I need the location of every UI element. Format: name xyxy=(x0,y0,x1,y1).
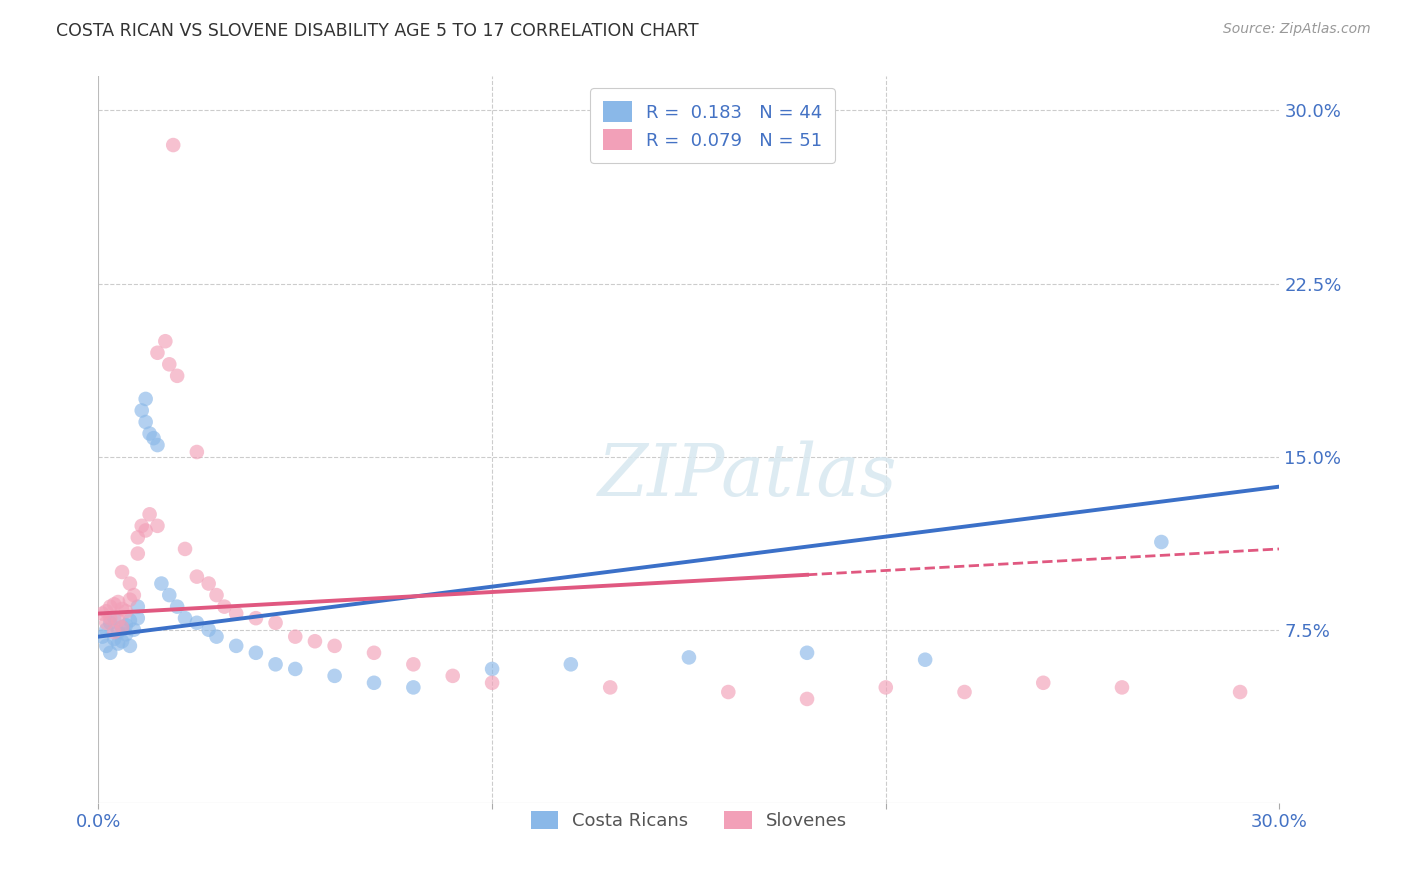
Point xyxy=(166,599,188,614)
Point xyxy=(115,627,138,641)
Point xyxy=(402,657,425,672)
Point xyxy=(304,634,326,648)
Point xyxy=(264,657,287,672)
Point xyxy=(118,614,141,628)
Point xyxy=(205,588,228,602)
Point xyxy=(98,646,121,660)
Point xyxy=(96,639,118,653)
Point xyxy=(96,615,118,630)
Point xyxy=(162,138,184,153)
Point xyxy=(197,623,219,637)
Point xyxy=(323,669,346,683)
Text: COSTA RICAN VS SLOVENE DISABILITY AGE 5 TO 17 CORRELATION CHART: COSTA RICAN VS SLOVENE DISABILITY AGE 5 … xyxy=(56,22,699,40)
Point xyxy=(174,611,197,625)
Point xyxy=(111,620,134,634)
Point xyxy=(103,597,125,611)
Point xyxy=(157,588,180,602)
Point xyxy=(111,634,134,648)
Point xyxy=(107,614,129,628)
Point xyxy=(107,636,129,650)
Point xyxy=(135,415,157,429)
Point xyxy=(225,607,247,621)
Point xyxy=(245,646,267,660)
Point xyxy=(953,685,976,699)
Point xyxy=(214,599,236,614)
Point xyxy=(402,681,425,695)
Point xyxy=(186,615,208,630)
Point xyxy=(481,662,503,676)
Point xyxy=(138,508,160,522)
Point xyxy=(150,576,173,591)
Point xyxy=(115,618,138,632)
Point xyxy=(1032,675,1054,690)
Point xyxy=(560,657,582,672)
Point xyxy=(796,646,818,660)
Point xyxy=(1111,681,1133,695)
Point xyxy=(174,541,197,556)
Point xyxy=(118,576,141,591)
Point xyxy=(146,438,169,452)
Point xyxy=(157,357,180,371)
Point xyxy=(127,547,149,561)
Point xyxy=(264,615,287,630)
Point xyxy=(875,681,897,695)
Point xyxy=(107,625,129,640)
Point xyxy=(98,615,121,630)
Point xyxy=(146,345,169,359)
Point xyxy=(118,639,141,653)
Point xyxy=(142,431,165,445)
Point xyxy=(186,569,208,583)
Point xyxy=(135,524,157,538)
Point xyxy=(146,519,169,533)
Point xyxy=(796,692,818,706)
Point xyxy=(103,625,125,640)
Point xyxy=(131,403,153,417)
Point xyxy=(197,576,219,591)
Point xyxy=(1150,535,1173,549)
Point xyxy=(127,599,149,614)
Point xyxy=(138,426,160,441)
Point xyxy=(96,604,118,618)
Point xyxy=(186,445,208,459)
Point xyxy=(205,630,228,644)
Point xyxy=(245,611,267,625)
Point xyxy=(118,592,141,607)
Point xyxy=(111,565,134,579)
Point xyxy=(225,639,247,653)
Point xyxy=(103,632,125,646)
Point xyxy=(284,630,307,644)
Point xyxy=(96,623,118,637)
Point xyxy=(131,519,153,533)
Point xyxy=(363,675,385,690)
Text: ZIPatlas: ZIPatlas xyxy=(598,441,898,511)
Point xyxy=(717,685,740,699)
Point xyxy=(107,595,129,609)
Point xyxy=(98,599,121,614)
Point xyxy=(127,611,149,625)
Point xyxy=(1229,685,1251,699)
Point xyxy=(481,675,503,690)
Point xyxy=(98,611,121,625)
Point xyxy=(323,639,346,653)
Point xyxy=(127,530,149,544)
Point xyxy=(103,611,125,625)
Legend: Costa Ricans, Slovenes: Costa Ricans, Slovenes xyxy=(516,797,862,845)
Point xyxy=(115,604,138,618)
Point xyxy=(441,669,464,683)
Text: Source: ZipAtlas.com: Source: ZipAtlas.com xyxy=(1223,22,1371,37)
Point xyxy=(91,607,114,621)
Point xyxy=(678,650,700,665)
Point xyxy=(135,392,157,406)
Point xyxy=(111,602,134,616)
Point xyxy=(166,368,188,383)
Point xyxy=(122,588,145,602)
Point xyxy=(91,630,114,644)
Point xyxy=(363,646,385,660)
Point xyxy=(122,623,145,637)
Point xyxy=(914,653,936,667)
Point xyxy=(284,662,307,676)
Point xyxy=(111,620,134,634)
Point xyxy=(155,334,177,349)
Point xyxy=(599,681,621,695)
